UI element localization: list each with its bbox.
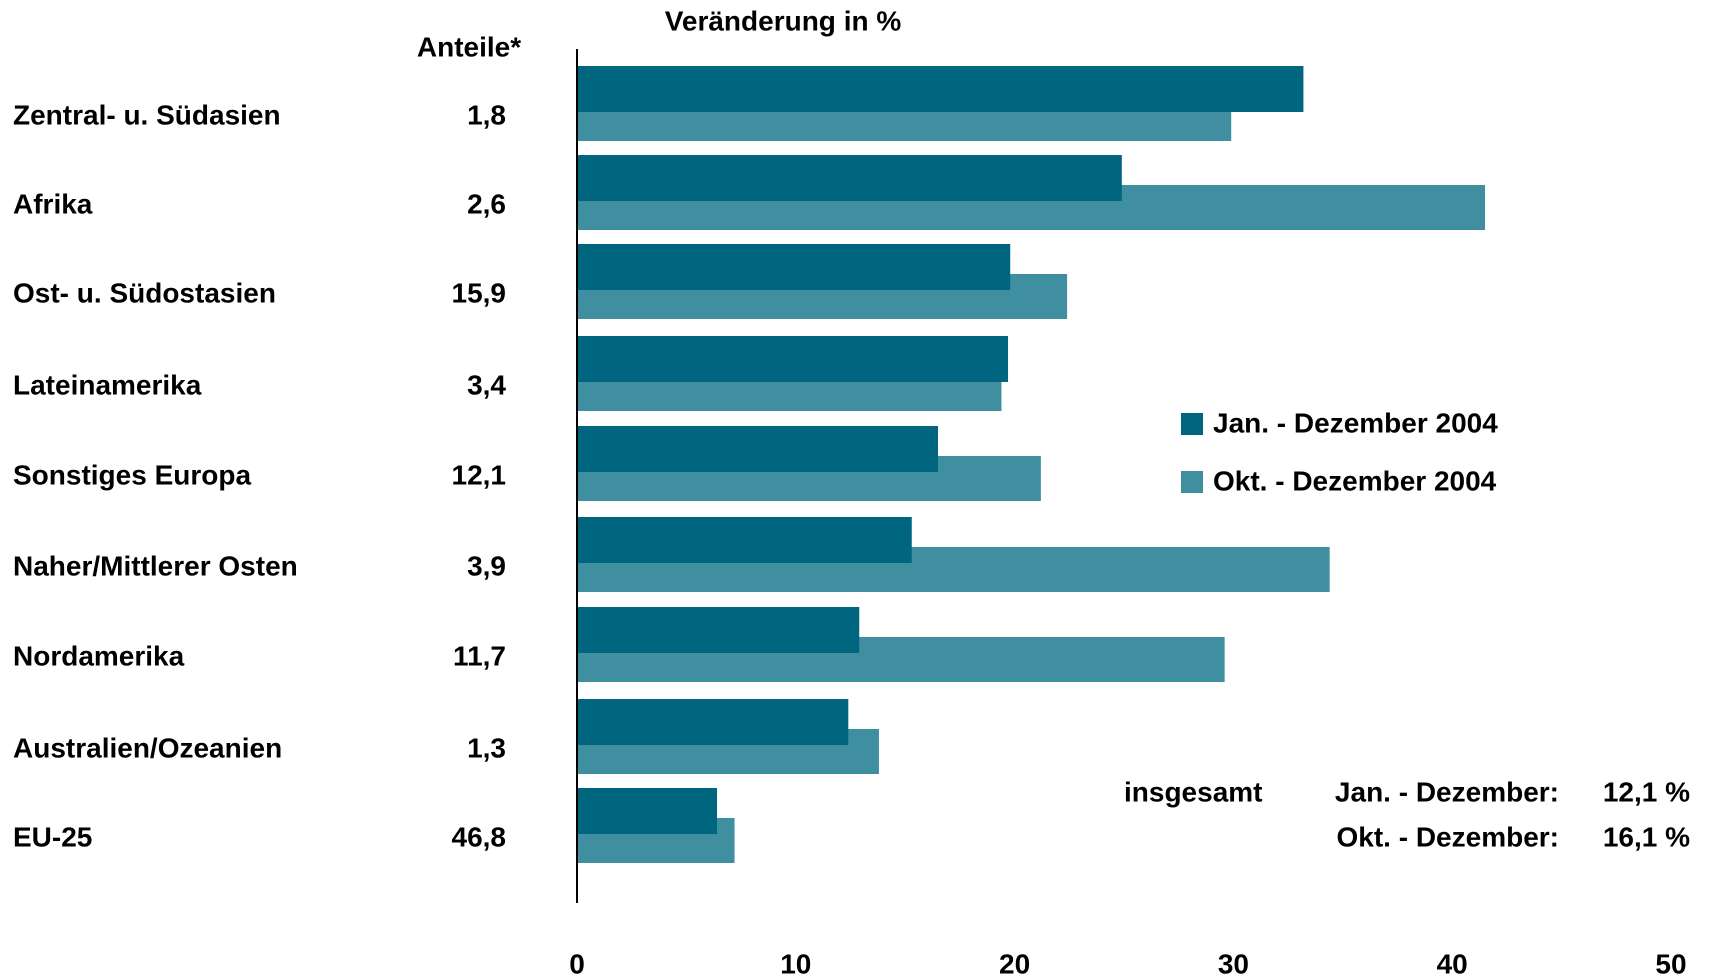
share-value: 3,9 <box>467 550 506 581</box>
annotation-label: Jan. - Dezember: <box>1335 776 1559 807</box>
bar <box>577 607 860 653</box>
legend-label: Jan. - Dezember 2004 <box>1213 407 1498 438</box>
category-label: Nordamerika <box>13 640 185 671</box>
bar <box>577 66 1304 112</box>
share-value: 3,4 <box>467 369 506 400</box>
bar <box>577 517 912 563</box>
legend-swatch <box>1181 471 1203 493</box>
annotation-value: 12,1 % <box>1603 776 1690 807</box>
share-value: 2,6 <box>467 188 506 219</box>
share-value: 1,3 <box>467 732 506 763</box>
chart-title: Veränderung in % <box>665 5 902 36</box>
category-label: Naher/Mittlerer Osten <box>13 550 298 581</box>
x-tick-label: 30 <box>1218 948 1249 979</box>
legend-label: Okt. - Dezember 2004 <box>1213 465 1497 496</box>
x-tick-label: 40 <box>1437 948 1468 979</box>
share-value: 15,9 <box>452 277 507 308</box>
bar <box>577 244 1011 290</box>
x-tick-label: 20 <box>999 948 1030 979</box>
category-label: Lateinamerika <box>13 369 202 400</box>
share-value: 1,8 <box>467 99 506 130</box>
bar <box>577 426 939 472</box>
legend-swatch <box>1181 413 1203 435</box>
x-tick-label: 0 <box>569 948 585 979</box>
annotation-value: 16,1 % <box>1603 821 1690 852</box>
share-value: 46,8 <box>452 821 507 852</box>
bar <box>577 788 718 834</box>
category-label: Zentral- u. Südasien <box>13 99 281 130</box>
share-header: Anteile* <box>417 31 521 62</box>
annotation-prefix: insgesamt <box>1124 776 1263 807</box>
category-label: Afrika <box>13 188 93 219</box>
share-value: 12,1 <box>452 459 507 490</box>
category-label: Sonstiges Europa <box>13 459 251 490</box>
category-label: Australien/Ozeanien <box>13 732 282 763</box>
bar <box>577 336 1009 382</box>
bar <box>577 155 1122 201</box>
annotation-label: Okt. - Dezember: <box>1337 821 1560 852</box>
bar <box>577 699 849 745</box>
x-tick-label: 10 <box>780 948 811 979</box>
category-label: Ost- u. Südostasien <box>13 277 276 308</box>
share-value: 11,7 <box>453 640 506 671</box>
category-label: EU-25 <box>13 821 92 852</box>
x-tick-label: 50 <box>1655 948 1686 979</box>
